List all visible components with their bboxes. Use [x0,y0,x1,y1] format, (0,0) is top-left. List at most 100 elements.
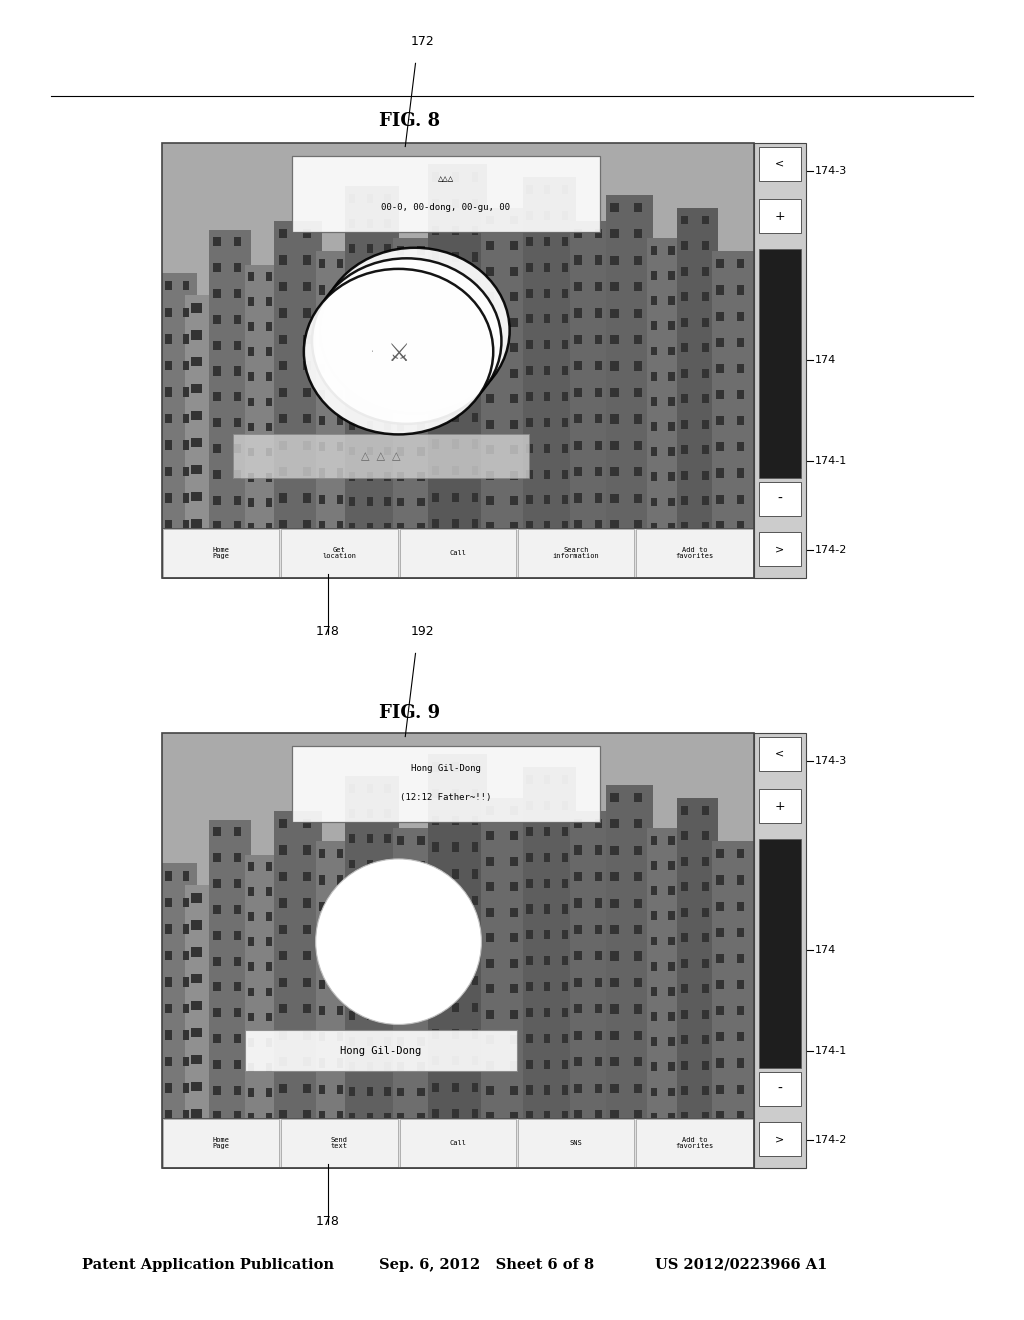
Bar [544,341,550,350]
Bar [634,1005,642,1014]
Bar [717,546,724,556]
Bar [634,546,642,556]
Bar [279,1031,288,1040]
Bar [486,805,495,814]
Bar [337,1085,343,1094]
Bar [562,418,568,426]
Bar [486,1111,495,1121]
Bar [213,1008,220,1018]
Bar [349,244,355,253]
Bar [349,1113,355,1122]
Bar [165,977,172,986]
Bar [245,264,281,578]
Bar [544,1008,550,1016]
Bar [650,1012,656,1020]
Bar [279,845,288,854]
Bar [337,442,343,451]
Bar [418,937,425,945]
Bar [266,1038,272,1047]
Bar [384,1113,390,1122]
Bar [610,546,618,556]
Bar [610,952,618,961]
Bar [234,957,242,965]
Bar [681,1138,688,1147]
Bar [303,952,311,961]
Bar [452,869,459,879]
Text: 00-0, 00-dong, 00-gu, 00: 00-0, 00-dong, 00-gu, 00 [381,203,510,213]
Bar [759,789,801,824]
Bar [367,884,373,894]
Bar [234,521,242,531]
Bar [562,521,568,531]
Bar [510,242,518,249]
Bar [759,249,801,478]
Bar [471,1056,478,1065]
Bar [319,546,326,556]
Text: 172: 172 [411,34,434,48]
Bar [737,1085,744,1094]
Bar [165,1057,172,1067]
Bar [595,388,602,397]
Bar [510,267,518,276]
Ellipse shape [312,259,502,424]
Bar [183,334,189,343]
Bar [349,1138,355,1147]
Bar [165,520,172,529]
Bar [349,784,355,792]
Bar [486,496,495,506]
Bar [432,816,439,825]
Bar [367,219,373,228]
Bar [367,244,373,253]
Bar [418,1138,425,1147]
Bar [610,309,618,318]
Bar [349,1088,355,1096]
Bar [367,961,373,970]
Bar [349,1011,355,1020]
Text: Send
text: Send text [331,1137,348,1150]
Bar [279,335,288,345]
Bar [510,908,518,916]
Bar [669,473,675,482]
Bar [384,294,390,304]
Bar [315,842,351,1168]
Bar [737,1032,744,1041]
Bar [367,1011,373,1020]
Bar [163,529,280,577]
Bar [510,445,518,454]
Bar [471,923,478,932]
Bar [510,985,518,993]
Bar [432,252,439,261]
Bar [432,1137,439,1146]
Bar [510,395,518,403]
Bar [367,194,373,202]
Bar [595,494,602,503]
Bar [396,372,404,380]
Bar [595,335,602,345]
Bar [486,548,495,557]
Bar [610,899,618,908]
Bar [213,495,220,504]
Bar [526,826,532,836]
Bar [303,845,311,854]
Bar [191,946,202,957]
Bar [471,763,478,772]
Bar [669,987,675,995]
Bar [384,911,390,919]
Bar [183,1137,189,1146]
Bar [213,879,220,888]
Bar [183,360,189,370]
Text: 174: 174 [815,355,837,366]
Bar [526,392,532,401]
Text: △  △  △: △ △ △ [361,451,400,461]
Bar [681,215,688,224]
Bar [367,473,373,480]
Bar [669,523,675,532]
Bar [303,1031,311,1040]
Bar [669,1038,675,1047]
Bar [610,1110,618,1119]
Bar [471,413,478,422]
Bar [183,1110,189,1119]
Bar [279,388,288,397]
Bar [574,467,582,477]
Bar [384,1088,390,1096]
